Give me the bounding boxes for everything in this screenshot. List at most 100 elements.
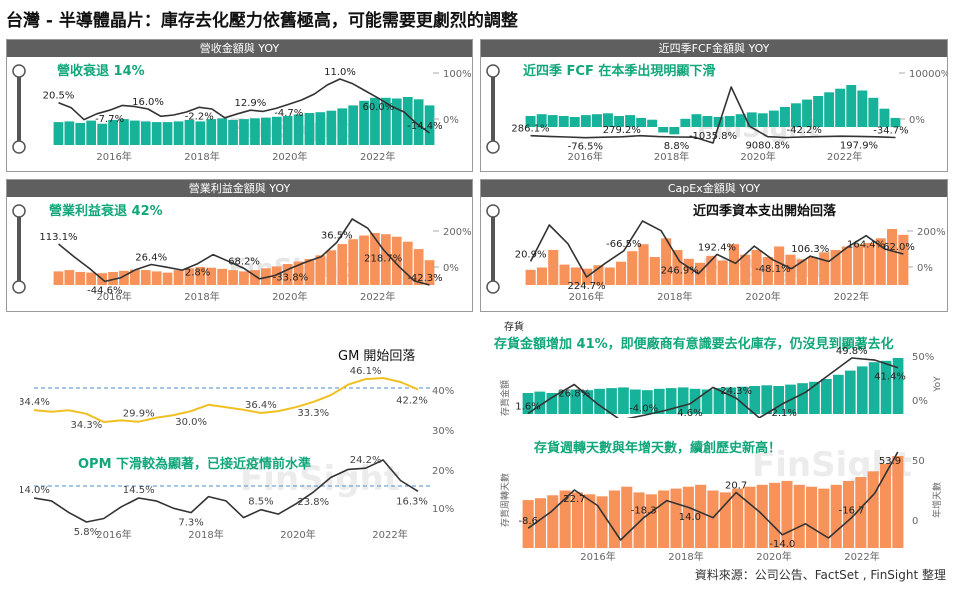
yoy-data-label: -33.8% xyxy=(273,272,308,283)
bar xyxy=(781,480,793,548)
bar xyxy=(725,387,737,414)
opm-data-label: 14.0% xyxy=(20,485,50,496)
bar xyxy=(173,121,184,145)
bar xyxy=(603,113,613,127)
bar xyxy=(86,120,96,145)
x-tick-label: 2022年 xyxy=(360,150,395,163)
x-tick-label: 2020年 xyxy=(740,150,775,163)
bar xyxy=(592,114,602,127)
y2-tick-label: 10000% xyxy=(909,69,947,80)
x-tick-label: 2022年 xyxy=(360,290,395,303)
slider-handle-top xyxy=(12,204,26,218)
bar xyxy=(773,386,784,414)
source-note: 資料來源：公司公告、FactSet , FinSight 整理 xyxy=(694,568,946,582)
yoy-data-label: 24.3% xyxy=(720,386,752,397)
bar xyxy=(695,262,706,285)
yoy-data-label: -76.5% xyxy=(568,142,603,153)
bar xyxy=(593,265,604,285)
x-tick-label: 2018年 xyxy=(657,290,692,303)
y2-tick-label: 200% xyxy=(917,227,946,238)
yoy-data-label: 224.7% xyxy=(568,281,606,292)
bar xyxy=(206,119,217,145)
y-axis-label: 存貨周轉天數 xyxy=(499,473,511,527)
bar xyxy=(868,97,879,127)
bar xyxy=(86,272,96,285)
bar xyxy=(402,241,413,285)
bar xyxy=(326,250,337,285)
bar xyxy=(606,388,617,414)
slider-handle-bottom xyxy=(486,140,500,154)
bar xyxy=(293,114,304,145)
chart-headline: 近四季 FCF 在本季出現明顯下滑 xyxy=(523,63,715,79)
opm-data-label: 23.8% xyxy=(297,497,329,508)
bar xyxy=(525,269,536,285)
chart-headline: 存貨週轉天數與年增天數，續創歷史新高！ xyxy=(534,440,781,456)
bar xyxy=(757,113,768,127)
bar xyxy=(584,494,596,548)
bar xyxy=(658,490,670,548)
bar xyxy=(890,117,901,127)
bar xyxy=(570,389,581,414)
opm-data-label: 24.2% xyxy=(350,455,382,466)
bar xyxy=(669,127,680,135)
bar xyxy=(250,118,260,145)
bar xyxy=(53,122,64,145)
yoy-data-label: 16.0% xyxy=(132,97,164,108)
bar xyxy=(642,390,653,414)
bar xyxy=(791,103,801,127)
yoy-data-label: -14.0 xyxy=(769,539,795,550)
gm-data-label: 33.3% xyxy=(297,408,329,419)
bar xyxy=(706,255,717,285)
yoy-data-label: 49.8% xyxy=(836,346,868,357)
yoy-line xyxy=(529,220,904,278)
bar xyxy=(75,272,86,285)
yoy-data-label: -66.5% xyxy=(606,239,641,250)
yoy-data-label: -7.7% xyxy=(95,114,124,125)
bar xyxy=(630,389,641,414)
bar xyxy=(875,238,886,285)
bar xyxy=(621,486,633,548)
x-tick-label: 2018年 xyxy=(184,290,219,303)
slider-handle-top xyxy=(486,204,500,218)
x-tick-label: 2022年 xyxy=(834,290,869,303)
gm-data-label: 29.9% xyxy=(123,409,155,420)
bar xyxy=(728,244,739,285)
yoy-data-label: 26.8% xyxy=(558,389,590,400)
bar xyxy=(616,261,627,285)
bar xyxy=(546,393,558,414)
chart-headline: 存貨金額增加 41%，即便廠商有意識要去化庫存，仍沒見到顯著去化 xyxy=(494,336,894,352)
chart-headline: OPM 下滑較為顯著，已接近疫情前水準 xyxy=(78,456,311,472)
bar xyxy=(53,271,64,285)
y2-axis-label: YoY xyxy=(933,376,943,393)
bar xyxy=(702,116,713,127)
bar xyxy=(744,486,756,548)
x-tick-label: 2018年 xyxy=(654,150,689,163)
yoy-data-label: -8.6 xyxy=(518,516,538,527)
bar xyxy=(271,116,282,145)
bar xyxy=(713,388,725,414)
y2-tick-label: 20% xyxy=(432,466,454,477)
bar xyxy=(337,108,348,145)
x-tick-label: 2018年 xyxy=(188,528,223,541)
bar xyxy=(282,116,293,145)
yoy-data-label: -2.2% xyxy=(185,111,214,122)
bar xyxy=(348,239,358,285)
yoy-line xyxy=(57,218,430,286)
bar xyxy=(140,270,151,285)
bar xyxy=(633,492,645,548)
yoy-line xyxy=(58,78,430,134)
yoy-data-label: -2.1% xyxy=(768,408,797,418)
opm-data-label: 16.3% xyxy=(396,496,428,507)
bar xyxy=(239,271,249,285)
bar xyxy=(830,250,841,285)
bar xyxy=(326,110,337,145)
bar xyxy=(756,484,768,549)
x-tick-label: 2020年 xyxy=(756,550,791,563)
bar xyxy=(724,116,735,127)
bar xyxy=(868,362,880,414)
y2-tick-label: 50 xyxy=(912,456,925,467)
bar xyxy=(638,244,649,285)
bar xyxy=(768,110,779,127)
